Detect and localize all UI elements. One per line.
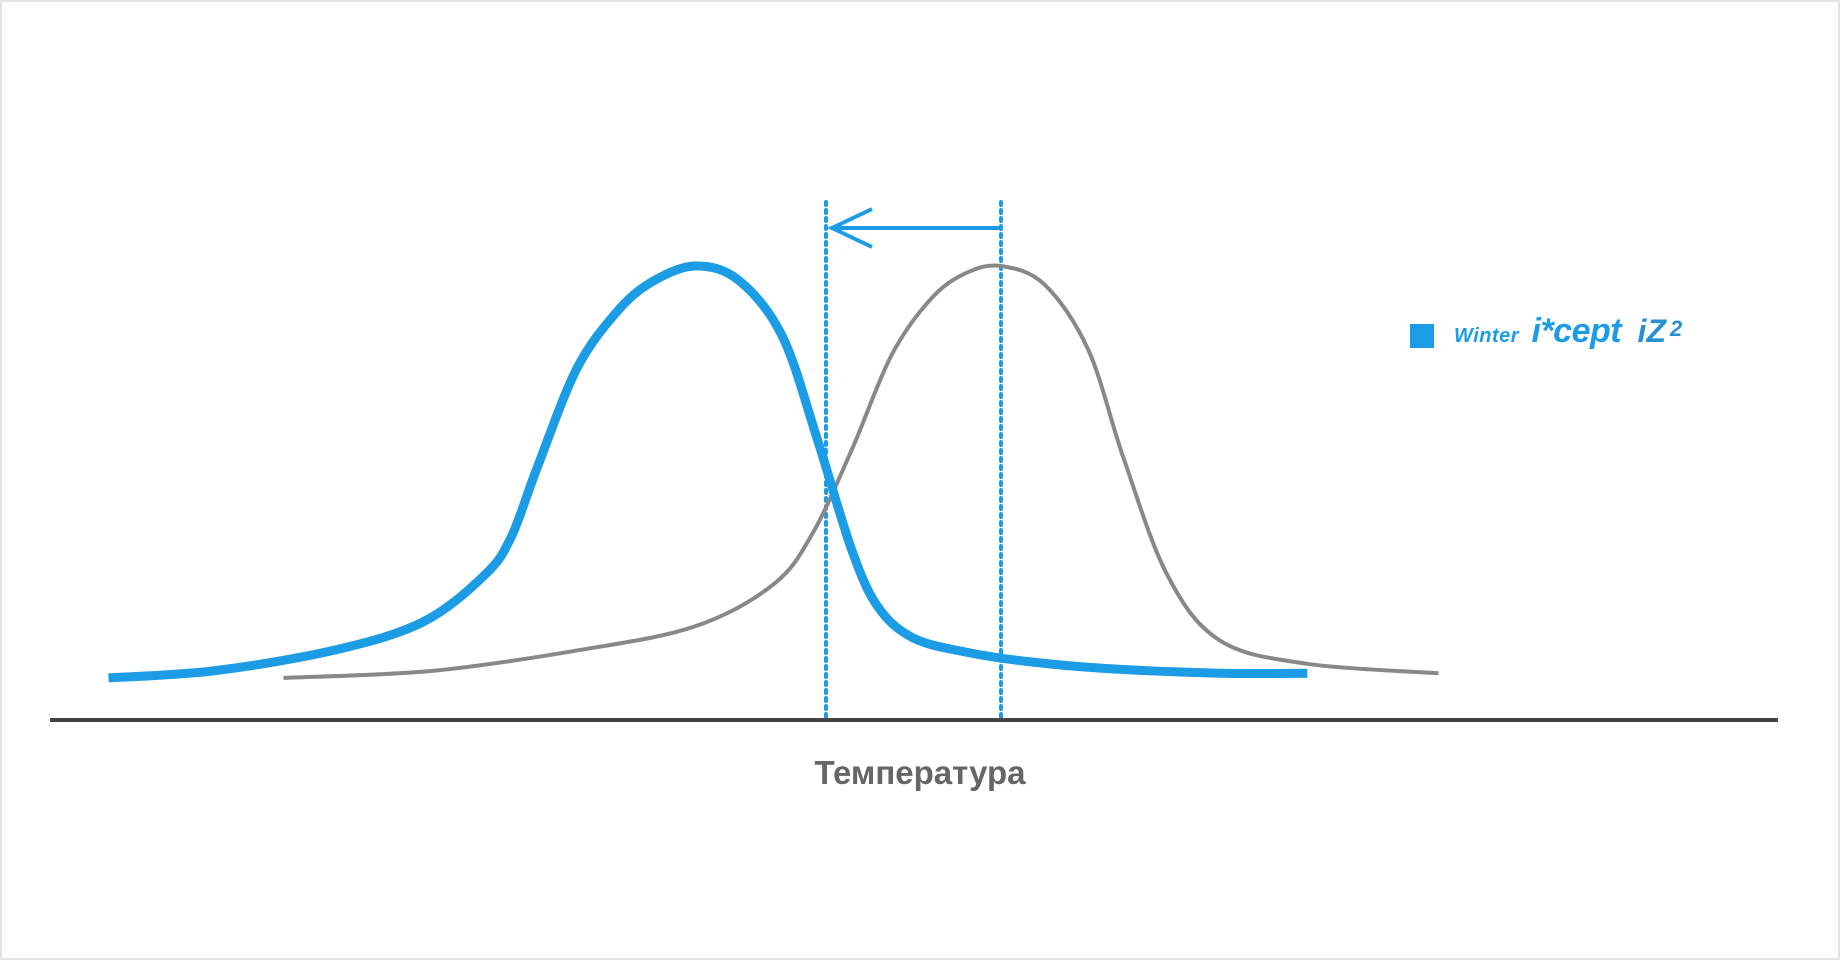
legend-swatch-blue [1410,323,1434,348]
legend-label: Winter i*cept iZ 2 [1454,312,1682,351]
series-line-grey [283,263,1439,680]
legend-label-part-2: i*cept [1531,312,1622,350]
x-axis-label: Температура [814,754,1026,791]
legend-label-part-4: 2 [1669,315,1683,341]
shift-arrow-head [827,207,873,249]
annotation-layer [827,207,1001,249]
legend-label-part-3: iZ [1637,313,1666,349]
series-line-blue [108,261,1308,683]
series-layer [108,261,1439,683]
legend-label-part-1: Winter [1454,325,1520,347]
legend: Winter i*cept iZ 2 [1410,312,1682,355]
